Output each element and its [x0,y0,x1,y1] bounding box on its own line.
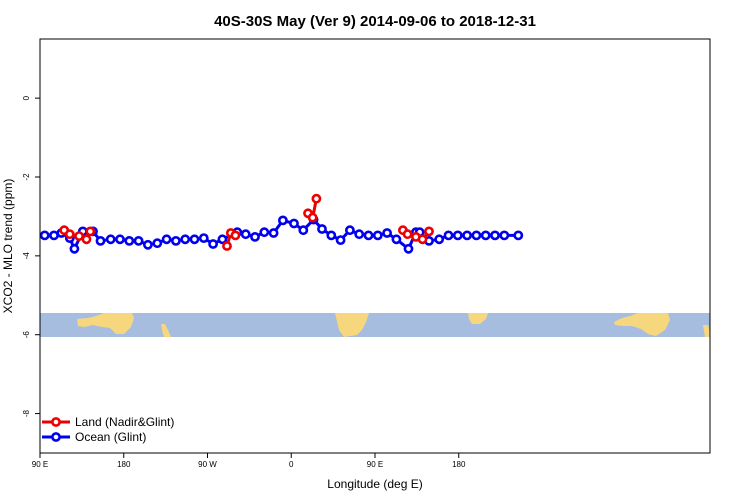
map-ocean [40,313,710,337]
series-ocean-point [115,234,125,245]
plot-frame [39,38,711,454]
series-land-point [64,229,75,240]
map-land-australia-east [614,313,670,336]
y-tick-label: -6 [22,331,31,339]
series-ocean-point [189,234,200,245]
legend: Land (Nadir&Glint) Ocean (Glint) [42,415,174,444]
x-tick-label: 90 E [367,460,383,469]
series-ocean-point [391,234,402,245]
y-tick-label: 0 [22,95,31,100]
series-ocean-point [133,235,144,246]
series-ocean-point [250,231,260,242]
series-ocean-point [180,234,191,245]
x-axis-label: Longitude (deg E) [327,477,422,491]
series-land-point [307,212,318,223]
series-ocean-point [372,230,383,241]
series-land-point [402,229,413,240]
series-ocean-point [471,230,482,241]
series-ocean-point [198,233,209,243]
y-tick-label: -2 [22,173,31,181]
series-land-point [424,226,434,237]
series-ocean-point [382,228,392,238]
legend-land-marker [51,417,61,427]
series-land-point [417,234,428,245]
series-land-point [81,234,92,245]
series-land [59,193,434,251]
series-ocean-point [326,230,337,241]
series-ocean [39,214,524,254]
series-ocean-point [69,243,80,254]
map-land-south-america [335,313,369,337]
series-ocean-point [124,235,135,246]
series-ocean-point [217,234,228,245]
world-map-strip [40,313,710,337]
x-axis: 90 E 180 90 W 0 90 E 180 [32,453,466,469]
series-ocean-point [268,228,279,238]
x-tick-label: 180 [452,460,466,469]
series-ocean-point [490,230,500,241]
series-ocean-point [161,234,172,245]
series-ocean-point [170,235,181,246]
map-land-australia [77,313,134,334]
series-ocean-point [344,225,355,236]
series-ocean-point [152,238,163,249]
map-land-south-africa [468,313,488,324]
series-ocean-point [277,215,288,226]
series-ocean-point [434,234,445,245]
y-axis: 0 -2 -4 -6 -8 [22,95,40,417]
series-ocean-point [480,230,491,241]
legend-land-label: Land (Nadir&Glint) [75,415,174,429]
x-tick-label: 180 [117,460,131,469]
x-tick-label: 0 [289,460,294,469]
series-ocean-point [142,239,153,250]
series-land-point [85,226,96,237]
series-land-point [230,230,241,241]
series-land-point [311,193,322,204]
series-ocean-point [289,218,299,229]
series-ocean-point [443,230,454,241]
legend-ocean-marker [51,432,61,442]
map-land-new-zealand-east [703,325,710,337]
series-ocean-point [462,230,472,241]
series-ocean-point [452,230,463,241]
y-axis-label: XCO2 - MLO trend (ppm) [1,179,15,314]
series-layer [39,193,524,254]
series-ocean-point [95,235,106,246]
x-tick-label: 90 E [32,460,48,469]
series-ocean-point [513,230,524,241]
series-land-point [222,241,232,251]
series-ocean-point [363,230,374,241]
legend-ocean-label: Ocean (Glint) [75,430,146,444]
series-land-point [74,231,84,241]
series-ocean-point [403,243,414,254]
y-tick-label: -8 [22,409,31,417]
series-ocean-point [499,230,510,241]
series-ocean-point [317,224,327,234]
series-ocean-point [335,235,346,245]
series-ocean-point [298,225,309,236]
series-ocean-point [208,239,218,249]
y-tick-label: -4 [22,252,31,260]
series-ocean-point [39,230,50,241]
map-land-new-zealand [161,324,171,337]
series-ocean-point [259,227,270,238]
chart-title: 40S-30S May (Ver 9) 2014-09-06 to 2018-1… [214,13,536,30]
x-tick-label: 90 W [198,460,217,469]
series-ocean-point [354,229,365,240]
series-ocean-point [105,234,116,245]
series-ocean-point [240,229,251,240]
